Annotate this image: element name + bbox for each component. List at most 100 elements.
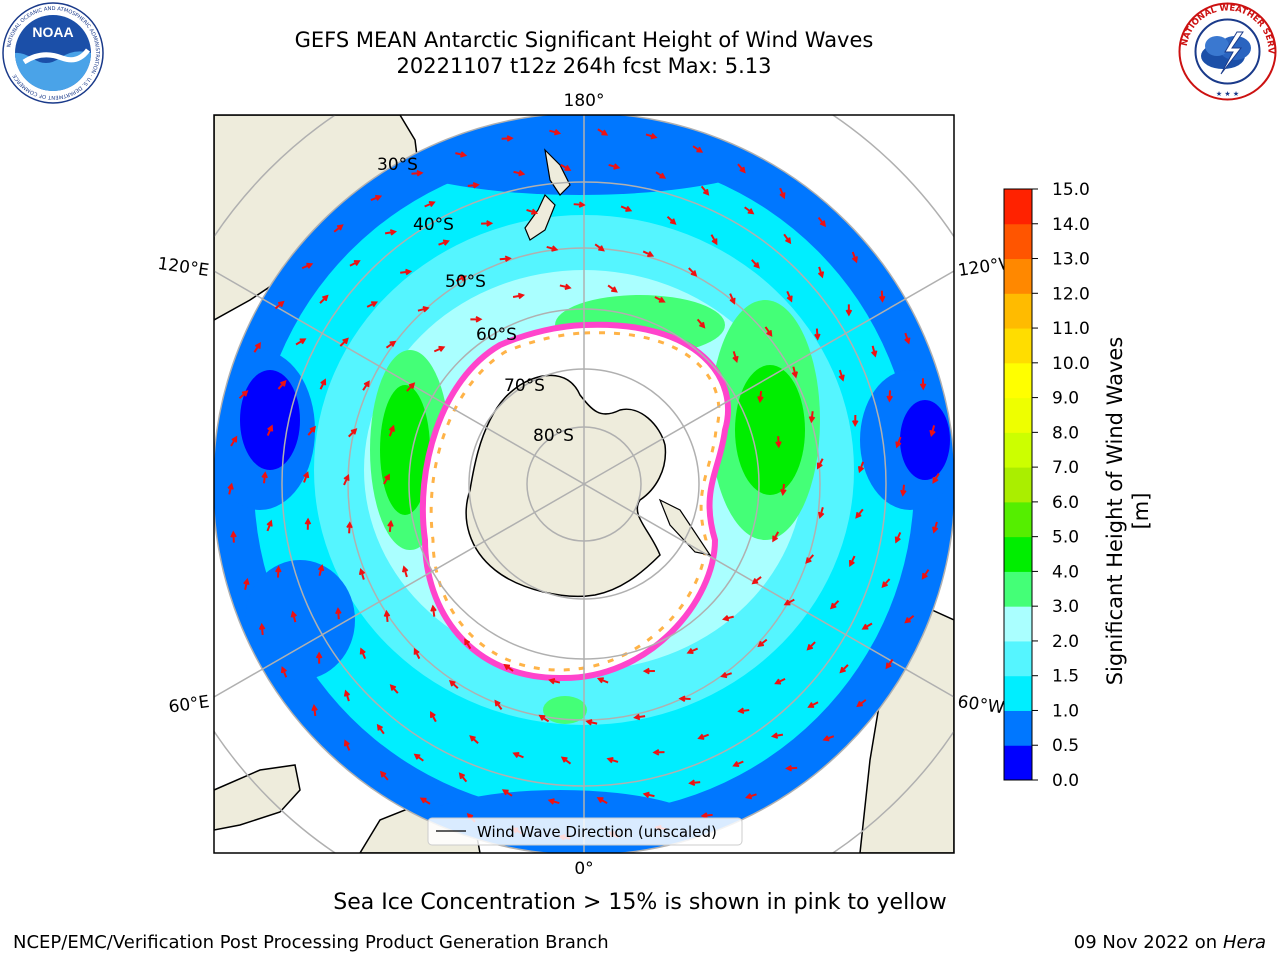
wave-direction-arrow xyxy=(871,345,878,358)
wave-direction-arrow xyxy=(512,751,524,759)
wave-direction-arrow xyxy=(688,779,701,787)
wave-direction-arrow xyxy=(494,699,503,710)
wave-direction-arrow xyxy=(732,351,739,363)
colorbar-tick-label: 6.0 xyxy=(1052,493,1079,513)
wave-direction-arrow xyxy=(343,473,350,486)
wave-direction-arrow xyxy=(389,684,399,694)
wave-direction-arrow xyxy=(700,185,710,196)
colorbar-segment xyxy=(1004,710,1032,746)
wave-direction-arrow xyxy=(814,328,821,341)
wave-direction-arrow xyxy=(642,791,655,799)
wave-direction-arrow xyxy=(839,664,849,674)
wave-direction-arrow xyxy=(513,169,526,177)
wave-direction-arrow xyxy=(764,326,773,337)
wave-direction-arrow xyxy=(710,234,718,246)
wave-direction-arrow xyxy=(230,530,237,543)
wave-direction-arrow xyxy=(512,292,525,300)
wave-direction-arrow xyxy=(387,519,394,532)
colorbar-tick-label: 1.5 xyxy=(1052,667,1079,687)
wave-direction-arrow xyxy=(692,145,704,153)
wave-direction-arrow xyxy=(464,638,472,650)
colorbar-tick-label: 4.0 xyxy=(1052,562,1079,582)
wave-direction-arrow xyxy=(343,689,351,702)
lon-label-0: 0° xyxy=(574,859,593,879)
wave-direction-arrow xyxy=(885,658,894,670)
wave-direction-arrow xyxy=(501,135,514,142)
svg-text:NOAA: NOAA xyxy=(32,24,73,40)
wave-direction-arrow xyxy=(757,638,768,648)
wave-direction-arrow xyxy=(608,163,621,170)
wave-direction-arrow xyxy=(878,290,886,303)
wave-direction-arrow xyxy=(304,517,312,530)
wave-direction-arrow xyxy=(400,268,413,276)
wave-direction-arrow xyxy=(547,798,560,805)
sea-ice-note: Sea Ice Concentration > 15% is shown in … xyxy=(333,890,947,915)
map-legend: Wind Wave Direction (unscaled) xyxy=(427,817,743,846)
wave-direction-arrow xyxy=(526,208,539,215)
wave-direction-arrow xyxy=(881,578,891,589)
wave-direction-arrow xyxy=(266,519,273,532)
wave-direction-arrow xyxy=(585,719,598,726)
wave-direction-arrow xyxy=(737,163,746,174)
wave-direction-arrow xyxy=(275,565,282,578)
wave-direction-arrow xyxy=(274,300,285,310)
date-text: 09 Nov 2022 on xyxy=(1073,932,1218,953)
machine-name: Hera xyxy=(1222,932,1266,953)
plot-title: GEFS MEAN Antarctic Significant Height o… xyxy=(294,28,874,52)
wave-direction-arrow xyxy=(652,749,665,756)
wave-direction-arrow xyxy=(376,723,385,735)
wave-direction-arrow xyxy=(900,484,907,497)
wave-direction-arrow xyxy=(808,411,816,424)
lat-label-60s: 60°S xyxy=(476,325,517,345)
colorbar-tick-label: 8.0 xyxy=(1052,423,1079,443)
colorbar-tick-label: 11.0 xyxy=(1052,319,1090,339)
wave-direction-arrow xyxy=(597,128,609,136)
colorbar-tick-label: 1.0 xyxy=(1052,701,1079,721)
wave-direction-arrow xyxy=(904,615,915,624)
wave-direction-arrow xyxy=(413,753,424,762)
wave-direction-arrow xyxy=(346,521,353,534)
wave-direction-arrow xyxy=(261,471,268,484)
colorbar-tick-label: 12.0 xyxy=(1052,284,1090,304)
wave-direction-arrow xyxy=(333,224,344,233)
wave-direction-arrow xyxy=(696,318,706,329)
plot-subtitle: 20221107 t12z 264h fcst Max: 5.13 xyxy=(396,54,772,78)
wave-direction-arrow xyxy=(433,345,446,353)
wave-direction-arrow xyxy=(319,294,329,304)
wave-direction-arrow xyxy=(402,565,409,578)
colorbar-tick-label: 15.0 xyxy=(1052,180,1090,200)
wave-direction-arrow xyxy=(379,770,389,781)
wave-direction-arrow xyxy=(772,531,780,543)
wind-wave-arrows xyxy=(227,128,940,841)
wave-direction-arrow xyxy=(861,622,873,630)
wave-direction-arrow xyxy=(413,647,421,660)
wave-direction-arrow xyxy=(775,436,782,449)
wave-direction-arrow xyxy=(596,797,608,805)
wave-direction-arrow xyxy=(606,756,619,764)
wave-direction-arrow xyxy=(573,201,586,208)
wave-direction-arrow xyxy=(666,215,677,225)
wave-direction-arrow xyxy=(411,169,424,177)
wave-direction-arrow xyxy=(301,262,314,270)
wave-direction-arrow xyxy=(785,764,798,772)
wave-direction-arrow xyxy=(238,390,249,400)
wave-direction-arrow xyxy=(383,609,391,622)
lon-label-180: 180° xyxy=(564,91,605,111)
wave-direction-arrow xyxy=(227,482,234,495)
colorbar: 15.0 14.0 13.0 12.0 11.0 10.0 9.0 8.0 7.0 6.0 5.0 4… xyxy=(1003,180,1090,791)
lon-label-60e: 60°E xyxy=(167,692,210,717)
wave-direction-arrow xyxy=(655,171,667,179)
wave-direction-arrow xyxy=(448,680,459,689)
wave-direction-arrow xyxy=(607,284,618,293)
wave-direction-arrow xyxy=(467,181,480,189)
wave-direction-arrow xyxy=(732,760,744,767)
colorbar-segment xyxy=(1004,501,1032,538)
wave-direction-arrow xyxy=(783,598,795,606)
wave-direction-arrow xyxy=(895,436,902,449)
wave-direction-arrow xyxy=(455,275,468,282)
wave-direction-arrow xyxy=(817,266,825,279)
wave-direction-arrow xyxy=(455,151,468,158)
wave-direction-arrow xyxy=(266,424,274,436)
wave-direction-arrow xyxy=(654,296,666,303)
wave-direction-arrow xyxy=(594,243,605,252)
